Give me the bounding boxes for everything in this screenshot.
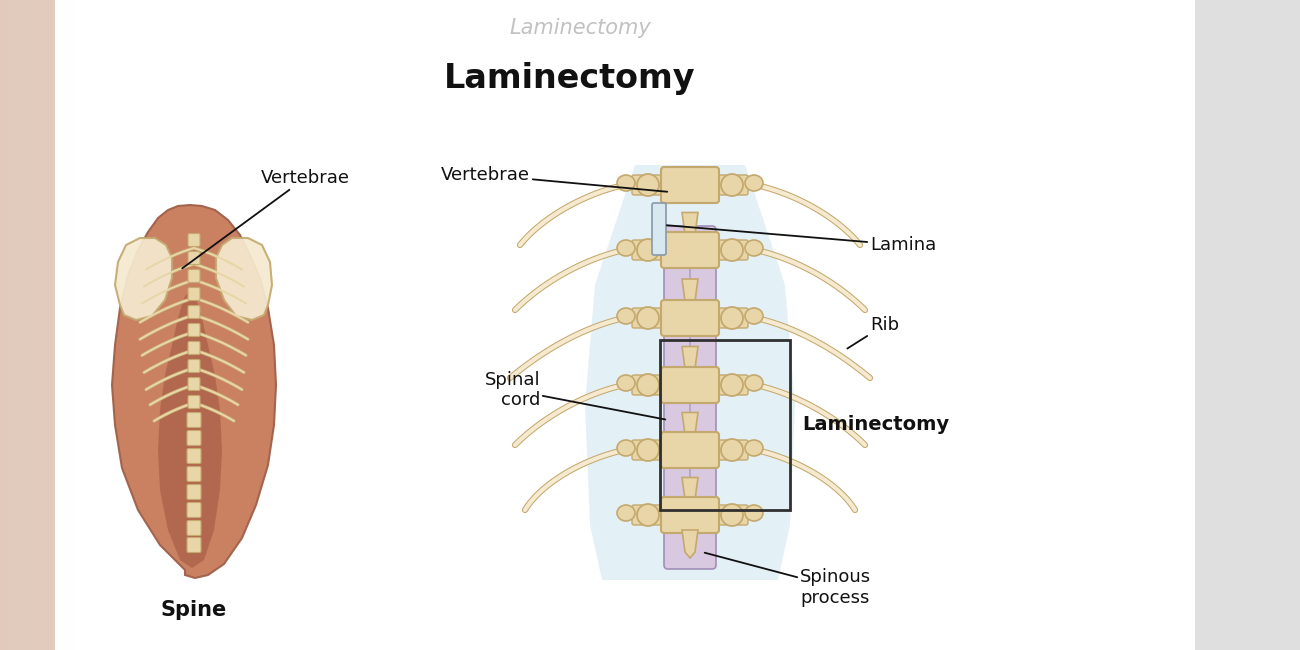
FancyBboxPatch shape	[188, 378, 200, 391]
FancyBboxPatch shape	[716, 308, 748, 328]
FancyBboxPatch shape	[188, 233, 200, 246]
FancyBboxPatch shape	[632, 308, 664, 328]
Ellipse shape	[618, 505, 634, 521]
FancyBboxPatch shape	[660, 232, 719, 268]
Ellipse shape	[722, 374, 744, 396]
FancyBboxPatch shape	[660, 497, 719, 533]
FancyBboxPatch shape	[187, 521, 202, 536]
FancyBboxPatch shape	[716, 375, 748, 395]
Polygon shape	[682, 346, 698, 374]
Polygon shape	[682, 213, 698, 240]
Ellipse shape	[618, 175, 634, 191]
FancyBboxPatch shape	[632, 505, 664, 525]
Text: Spinal
cord: Spinal cord	[485, 370, 666, 419]
Ellipse shape	[745, 175, 763, 191]
FancyBboxPatch shape	[188, 324, 200, 337]
FancyBboxPatch shape	[188, 395, 200, 408]
FancyBboxPatch shape	[660, 167, 719, 203]
FancyBboxPatch shape	[188, 287, 200, 300]
Text: Vertebrae: Vertebrae	[182, 169, 350, 268]
Ellipse shape	[637, 174, 659, 196]
FancyBboxPatch shape	[188, 359, 200, 372]
Text: Spine: Spine	[161, 600, 227, 620]
FancyBboxPatch shape	[716, 440, 748, 460]
Ellipse shape	[722, 439, 744, 461]
Polygon shape	[112, 205, 276, 578]
Bar	[1195, 0, 1300, 650]
FancyBboxPatch shape	[716, 175, 748, 195]
FancyBboxPatch shape	[187, 484, 202, 499]
Ellipse shape	[637, 504, 659, 526]
Polygon shape	[682, 279, 698, 307]
Ellipse shape	[722, 239, 744, 261]
Ellipse shape	[637, 307, 659, 329]
Text: Laminectomy: Laminectomy	[445, 62, 696, 95]
Bar	[660, 340, 790, 510]
FancyBboxPatch shape	[187, 467, 202, 482]
FancyBboxPatch shape	[187, 448, 202, 463]
Polygon shape	[216, 238, 272, 320]
FancyBboxPatch shape	[187, 430, 202, 445]
Ellipse shape	[722, 504, 744, 526]
FancyBboxPatch shape	[188, 270, 200, 283]
Ellipse shape	[745, 505, 763, 521]
FancyBboxPatch shape	[660, 432, 719, 468]
FancyBboxPatch shape	[660, 367, 719, 403]
FancyBboxPatch shape	[187, 413, 202, 428]
FancyBboxPatch shape	[188, 306, 200, 318]
FancyBboxPatch shape	[664, 226, 716, 569]
Ellipse shape	[637, 374, 659, 396]
Text: Laminectomy: Laminectomy	[510, 18, 651, 38]
Polygon shape	[682, 413, 698, 441]
Ellipse shape	[722, 307, 744, 329]
Ellipse shape	[637, 439, 659, 461]
FancyBboxPatch shape	[187, 538, 202, 552]
Ellipse shape	[745, 375, 763, 391]
Ellipse shape	[637, 239, 659, 261]
FancyBboxPatch shape	[188, 252, 200, 265]
FancyBboxPatch shape	[660, 300, 719, 336]
FancyBboxPatch shape	[653, 203, 666, 255]
FancyBboxPatch shape	[632, 440, 664, 460]
Ellipse shape	[618, 240, 634, 256]
Polygon shape	[682, 478, 698, 506]
Polygon shape	[682, 530, 698, 558]
Text: Rib: Rib	[848, 316, 900, 348]
Text: Lamina: Lamina	[667, 226, 936, 254]
Polygon shape	[585, 165, 796, 580]
Ellipse shape	[618, 375, 634, 391]
Ellipse shape	[745, 240, 763, 256]
Text: Spinous
process: Spinous process	[705, 552, 871, 607]
Text: Vertebrae: Vertebrae	[441, 166, 667, 192]
Ellipse shape	[618, 308, 634, 324]
FancyBboxPatch shape	[716, 505, 748, 525]
FancyBboxPatch shape	[187, 502, 202, 517]
Ellipse shape	[745, 440, 763, 456]
Ellipse shape	[618, 440, 634, 456]
Text: Laminectomy: Laminectomy	[802, 415, 949, 434]
FancyBboxPatch shape	[632, 240, 664, 260]
FancyBboxPatch shape	[632, 375, 664, 395]
FancyBboxPatch shape	[188, 341, 200, 354]
Polygon shape	[114, 238, 172, 320]
FancyBboxPatch shape	[632, 175, 664, 195]
FancyBboxPatch shape	[716, 240, 748, 260]
Ellipse shape	[745, 308, 763, 324]
Polygon shape	[159, 290, 222, 568]
Bar	[0, 0, 55, 650]
Ellipse shape	[722, 174, 744, 196]
